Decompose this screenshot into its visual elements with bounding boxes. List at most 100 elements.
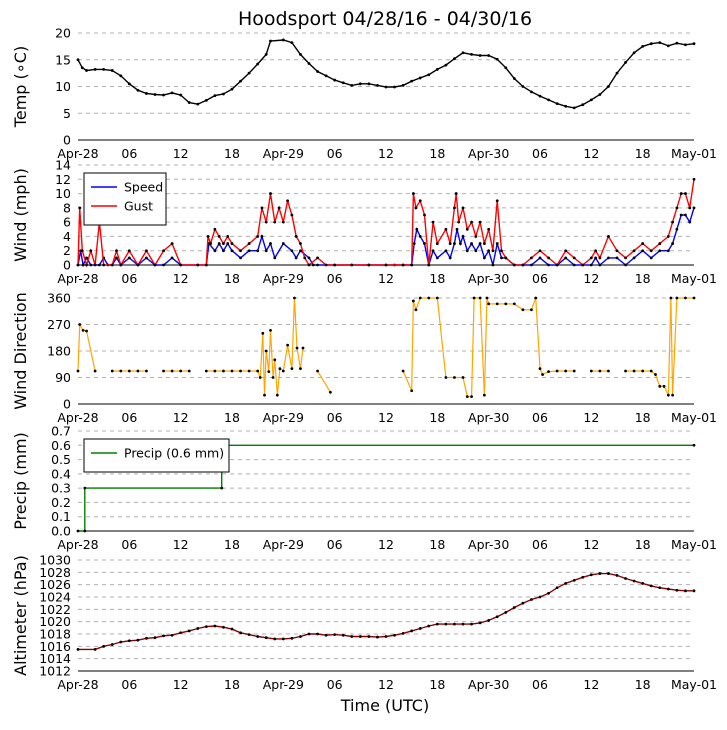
y-axis-label: Temp (∘C) bbox=[11, 46, 30, 128]
data-point-speed bbox=[538, 256, 542, 260]
y-tick-label: 360 bbox=[47, 291, 71, 306]
data-point-altimeter bbox=[615, 574, 619, 577]
data-point-wind-direction bbox=[530, 308, 533, 312]
data-point-wind-direction bbox=[669, 296, 673, 300]
x-tick-label: 12 bbox=[173, 271, 189, 286]
data-point-speed bbox=[115, 256, 118, 260]
data-point-altimeter bbox=[230, 627, 234, 631]
data-point-altimeter bbox=[692, 589, 696, 593]
data-point-temp bbox=[589, 98, 593, 102]
data-point-gust bbox=[666, 235, 670, 238]
data-point-speed bbox=[307, 256, 311, 260]
data-point-altimeter bbox=[427, 624, 431, 628]
data-point-altimeter bbox=[521, 601, 525, 605]
data-point-speed bbox=[281, 242, 285, 245]
data-point-temp bbox=[461, 51, 465, 55]
data-point-wind-direction bbox=[684, 296, 687, 300]
data-point-speed bbox=[470, 242, 473, 245]
data-point-temp bbox=[435, 67, 439, 71]
data-point-gust bbox=[273, 220, 277, 224]
series-segment-wind-direction bbox=[513, 303, 524, 311]
y-tick-label: 0.3 bbox=[51, 481, 71, 496]
data-point-altimeter bbox=[196, 627, 200, 630]
data-point-gust bbox=[286, 199, 290, 203]
series-segment-wind-direction bbox=[85, 330, 96, 372]
data-point-gust bbox=[684, 192, 687, 195]
panel-altimeter: 1012101410161018102010221024102610281030… bbox=[11, 553, 717, 693]
series-segment-wind-direction bbox=[287, 345, 293, 369]
data-point-gust bbox=[294, 235, 298, 238]
y-tick-label: 10 bbox=[55, 79, 71, 94]
data-point-temp bbox=[247, 71, 251, 75]
x-tick-label: Apr-28 bbox=[57, 677, 98, 692]
data-point-speed bbox=[641, 249, 645, 253]
data-point-temp bbox=[213, 94, 217, 97]
data-point-temp bbox=[684, 43, 687, 47]
series-segment-wind-direction bbox=[293, 297, 298, 349]
data-point-temp bbox=[230, 87, 234, 91]
data-point-altimeter bbox=[222, 625, 225, 629]
data-point-altimeter bbox=[162, 634, 165, 638]
series-segment-wind-direction bbox=[670, 297, 674, 396]
y-tick-label: 0.7 bbox=[51, 424, 71, 439]
x-tick-label: Apr-28 bbox=[57, 146, 98, 161]
data-point-gust bbox=[423, 213, 426, 217]
data-point-gust bbox=[474, 235, 478, 238]
data-point-wind-direction bbox=[521, 308, 525, 312]
data-point-temp bbox=[393, 85, 396, 89]
data-point-wind-direction bbox=[267, 370, 271, 374]
data-point-temp bbox=[675, 41, 679, 45]
y-axis-label: Wind (mph) bbox=[11, 168, 30, 262]
data-point-temp bbox=[598, 93, 602, 96]
x-tick-label: 06 bbox=[327, 537, 343, 552]
data-point-altimeter bbox=[153, 636, 157, 640]
legend-box bbox=[83, 172, 167, 226]
data-point-wind-direction bbox=[555, 369, 559, 373]
data-point-wind-direction bbox=[427, 296, 431, 300]
data-point-altimeter bbox=[572, 578, 576, 582]
data-point-altimeter bbox=[239, 631, 242, 635]
data-point-temp bbox=[350, 84, 354, 87]
y-tick-label: 6 bbox=[63, 215, 71, 230]
data-point-temp bbox=[127, 82, 131, 86]
data-point-temp bbox=[162, 93, 165, 97]
series-segment-wind-direction bbox=[276, 368, 281, 396]
data-point-wind-direction bbox=[504, 302, 508, 306]
y-tick-label: 180 bbox=[47, 344, 71, 359]
data-point-speed bbox=[435, 256, 439, 260]
data-point-wind-direction bbox=[293, 296, 296, 300]
y-tick-label: 0.0 bbox=[51, 524, 71, 539]
data-point-speed bbox=[423, 242, 426, 245]
data-point-speed bbox=[607, 256, 610, 260]
data-point-speed bbox=[269, 242, 272, 245]
x-tick-label: 18 bbox=[224, 146, 240, 161]
data-point-wind-direction bbox=[76, 369, 80, 373]
figure-title: Hoodsport 04/28/16 - 04/30/16 bbox=[238, 8, 532, 30]
data-point-altimeter bbox=[666, 587, 670, 591]
data-point-temp bbox=[607, 85, 610, 88]
data-point-temp bbox=[119, 74, 123, 78]
data-point-gust bbox=[350, 263, 354, 267]
data-point-wind-direction bbox=[564, 369, 568, 373]
series-segment-wind-direction bbox=[282, 345, 289, 372]
data-point-temp bbox=[102, 67, 106, 71]
data-point-gust bbox=[411, 192, 415, 195]
data-point-gust bbox=[538, 249, 542, 253]
series-line-altimeter bbox=[78, 572, 694, 651]
data-point-wind-direction bbox=[81, 328, 85, 332]
series-segment-wind-direction bbox=[412, 300, 417, 310]
data-point-wind-direction bbox=[572, 369, 576, 373]
x-tick-label: Apr-29 bbox=[263, 410, 304, 425]
data-point-wind-direction bbox=[263, 393, 266, 397]
data-point-gust bbox=[675, 206, 679, 210]
x-tick-label: 18 bbox=[429, 271, 445, 286]
data-point-gust bbox=[145, 249, 148, 253]
data-point-gust bbox=[226, 235, 230, 238]
x-tick-label: 18 bbox=[635, 677, 651, 692]
data-point-wind-direction bbox=[675, 296, 679, 300]
x-tick-label: 06 bbox=[327, 677, 343, 692]
data-point-speed bbox=[230, 249, 234, 253]
data-point-gust bbox=[465, 227, 469, 231]
x-tick-label: 06 bbox=[121, 146, 137, 161]
x-tick-label: 12 bbox=[583, 537, 599, 552]
